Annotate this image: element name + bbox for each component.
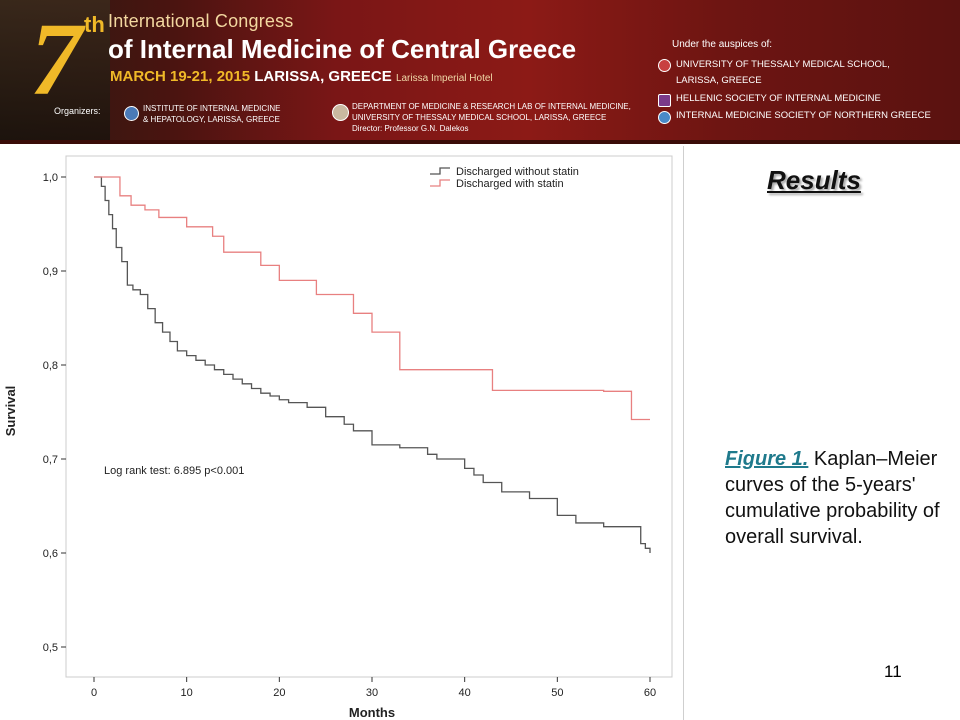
x-axis-label: Months <box>349 705 395 720</box>
organizer-2-line1: DEPARTMENT OF MEDICINE & RESEARCH LAB OF… <box>352 102 631 111</box>
edition-suffix: th <box>84 12 105 37</box>
banner-date-place: MARCH 19-21, 2015 LARISSA, GREECE Lariss… <box>110 68 493 85</box>
organizer-1: INSTITUTE OF INTERNAL MEDICINE & HEPATOL… <box>143 103 281 125</box>
organizer-2-line3: Director: Professor G.N. Dalekos <box>352 124 469 133</box>
banner-venue: Larissa Imperial Hotel <box>395 73 493 84</box>
x-tick-label: 10 <box>181 687 193 699</box>
organizer-1-line1: INSTITUTE OF INTERNAL MEDICINE <box>143 104 281 113</box>
banner-date: MARCH 19-21, 2015 <box>110 68 251 85</box>
series-with-statin-line <box>94 176 650 421</box>
y-tick-label: 0,8 <box>43 360 58 372</box>
organizers-label: Organizers: <box>54 106 101 116</box>
legend-label: Discharged with statin <box>456 178 564 190</box>
plot-frame <box>65 155 673 678</box>
organizer-1-line2: & HEPATOLOGY, LARISSA, GREECE <box>143 115 280 124</box>
y-axis-label: Survival <box>3 386 18 437</box>
x-tick-label: 20 <box>273 687 285 699</box>
figure-caption-text: Kaplan–Meier curves of the 5-years' cumu… <box>725 448 940 548</box>
auspices-title: Under the auspices of: <box>672 39 773 50</box>
series-without-statin-line <box>94 176 651 553</box>
department-logo-icon <box>332 104 349 121</box>
hellenic-society-logo-icon <box>658 94 671 107</box>
auspices-item-university-city: LARISSA, GREECE <box>676 75 762 86</box>
legend-label: Discharged without statin <box>456 166 579 178</box>
edition-number: 7 <box>30 2 82 117</box>
organizer-2: DEPARTMENT OF MEDICINE & RESEARCH LAB OF… <box>352 101 631 134</box>
congress-banner: 7 th International Congress of Internal … <box>0 0 960 140</box>
x-tick-label: 30 <box>366 687 378 699</box>
banner-city-photo <box>0 0 110 140</box>
institute-logo-icon <box>124 106 139 121</box>
figure-caption: Figure 1. Kaplan–Meier curves of the 5-y… <box>725 446 949 550</box>
y-tick-label: 0,6 <box>43 548 58 560</box>
banner-place: LARISSA, GREECE <box>254 68 392 85</box>
x-tick-label: 60 <box>644 687 656 699</box>
chart-divider <box>683 146 684 720</box>
auspices-item-northern: INTERNAL MEDICINE SOCIETY OF NORTHERN GR… <box>676 110 931 121</box>
organizer-2-line2: UNIVERSITY OF THESSALY MEDICAL SCHOOL, L… <box>352 113 607 122</box>
northern-greece-logo-icon <box>658 111 671 124</box>
auspices-item-university: UNIVERSITY OF THESSALY MEDICAL SCHOOL, <box>676 59 890 70</box>
x-tick-label: 40 <box>459 687 471 699</box>
banner-line2: of Internal Medicine of Central Greece <box>108 34 577 64</box>
slide-title: Results <box>767 165 861 195</box>
y-tick-label: 0,5 <box>43 642 58 654</box>
banner-divider <box>0 140 960 144</box>
legend-swatch <box>430 167 450 175</box>
y-tick-label: 0,7 <box>43 454 58 466</box>
university-logo-icon <box>658 59 671 72</box>
chart-panel <box>0 146 684 720</box>
x-tick-label: 0 <box>91 687 97 699</box>
page-number: 11 <box>884 662 902 681</box>
legend-swatch <box>430 179 450 187</box>
kaplan-meier-chart: 0,5 0,6 0,7 0,8 0,9 1,0 0 10 20 30 40 50 60 Discharg… <box>3 155 673 720</box>
banner-line1: International Congress <box>108 11 294 31</box>
log-rank-annotation: Log rank test: 6.895 p<0.001 <box>104 465 244 477</box>
x-tick-label: 50 <box>551 687 563 699</box>
y-tick-label: 1,0 <box>43 172 58 184</box>
y-tick-label: 0,9 <box>43 266 58 278</box>
auspices-item-hellenic: HELLENIC SOCIETY OF INTERNAL MEDICINE <box>676 93 881 104</box>
figure-label: Figure 1. <box>725 448 809 470</box>
